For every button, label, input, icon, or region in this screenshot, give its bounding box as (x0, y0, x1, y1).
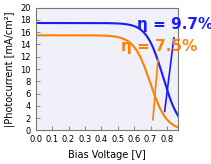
Text: η = 9.7%: η = 9.7% (137, 17, 211, 112)
Y-axis label: |Photocurrent [mA/cm²]: |Photocurrent [mA/cm²] (4, 11, 15, 127)
X-axis label: Bias Voltage [V]: Bias Voltage [V] (68, 150, 145, 160)
Text: η = 7.5%: η = 7.5% (121, 39, 197, 120)
